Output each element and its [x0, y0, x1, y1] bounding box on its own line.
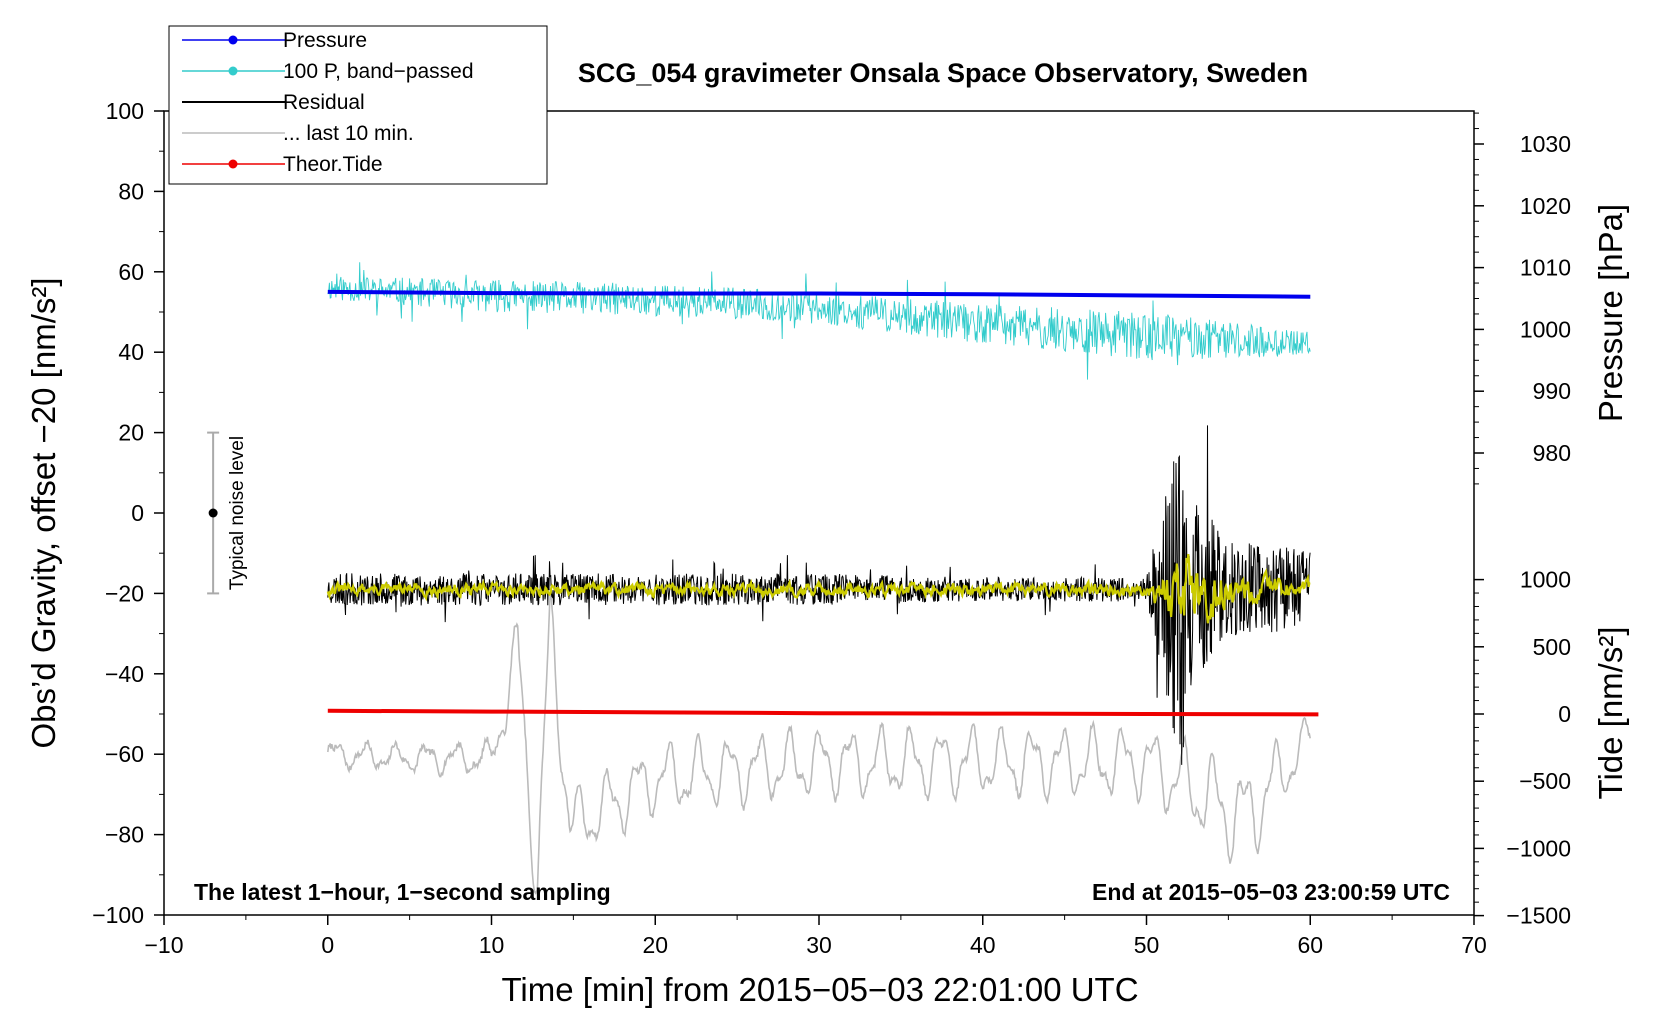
x-tick-label: 60: [1297, 932, 1323, 958]
tide-tick-label: −500: [1519, 768, 1571, 794]
pressure-tick-label: 990: [1533, 378, 1571, 404]
series-residual-filtered-line: [326, 553, 1311, 624]
legend-label: Pressure: [283, 29, 367, 52]
chart-title: SCG_054 gravimeter Onsala Space Observat…: [578, 58, 1308, 88]
noise-label: Typical noise level: [227, 436, 248, 590]
legend-marker: [228, 159, 238, 169]
pressure-tick-label: 1020: [1520, 193, 1571, 219]
noise-center-dot: [208, 508, 218, 518]
series-theor-tide-line: [327, 708, 1319, 717]
legend-box: [168, 25, 548, 185]
y-axis-label-tide: Tide [nm/s²]: [1592, 627, 1629, 800]
y-tick-label: −80: [105, 822, 144, 848]
x-tick-label: 40: [970, 932, 996, 958]
y-axis-label-pressure: Pressure [hPa]: [1592, 204, 1629, 422]
legend-label: ... last 10 min.: [283, 122, 414, 145]
legend-label: 100 P, band−passed: [283, 60, 474, 83]
tide-tick-label: −1500: [1506, 903, 1571, 929]
series-bandpassed-pressure-line: [327, 262, 1311, 380]
noise-indicator: Typical noise level: [207, 431, 248, 595]
x-axis-label: Time [min] from 2015−05−03 22:01:00 UTC: [501, 971, 1138, 1008]
y-tick-label: 80: [118, 178, 144, 204]
tide-tick-label: 500: [1533, 634, 1571, 660]
y-tick-label: 20: [118, 420, 144, 446]
corner-note-left: The latest 1−hour, 1−second sampling: [194, 879, 611, 905]
tide-tick-label: 0: [1558, 701, 1571, 727]
plot-area: [326, 262, 1319, 895]
series-last-10-min-line: [327, 588, 1311, 895]
legend-marker: [228, 66, 238, 76]
y-tick-label: 100: [106, 98, 144, 124]
legend-label: Theor.Tide: [283, 153, 383, 176]
y-tick-label: −20: [105, 580, 144, 606]
pressure-tick-label: 980: [1533, 440, 1571, 466]
x-tick-label: 30: [806, 932, 832, 958]
y-tick-label: −60: [105, 741, 144, 767]
legend-label: Residual: [283, 91, 365, 114]
pressure-tick-label: 1030: [1520, 131, 1571, 157]
y-axis-label-left: Obs’d Gravity, offset −20 [nm/s²]: [25, 277, 62, 748]
y-tick-label: −40: [105, 661, 144, 687]
pressure-tick-label: 1010: [1520, 255, 1571, 281]
series-pressure-line: [327, 289, 1311, 299]
corner-note-right: End at 2015−05−03 23:00:59 UTC: [1092, 879, 1450, 905]
y-tick-label: 0: [131, 500, 144, 526]
y-tick-label: 40: [118, 339, 144, 365]
pressure-tick-label: 1000: [1520, 316, 1571, 342]
x-tick-label: 20: [642, 932, 668, 958]
x-tick-label: 50: [1134, 932, 1160, 958]
legend: Pressure 100 P, band−passed Residual ... la…: [168, 25, 548, 185]
x-tick-label: 70: [1461, 932, 1487, 958]
tide-tick-label: 1000: [1520, 567, 1571, 593]
legend-marker: [228, 35, 238, 45]
tide-tick-label: −1000: [1506, 835, 1571, 861]
x-tick-label: −10: [144, 932, 183, 958]
x-tick-label: 10: [479, 932, 505, 958]
x-tick-label: 0: [321, 932, 334, 958]
y-tick-label: −100: [92, 902, 144, 928]
y-tick-label: 60: [118, 259, 144, 285]
